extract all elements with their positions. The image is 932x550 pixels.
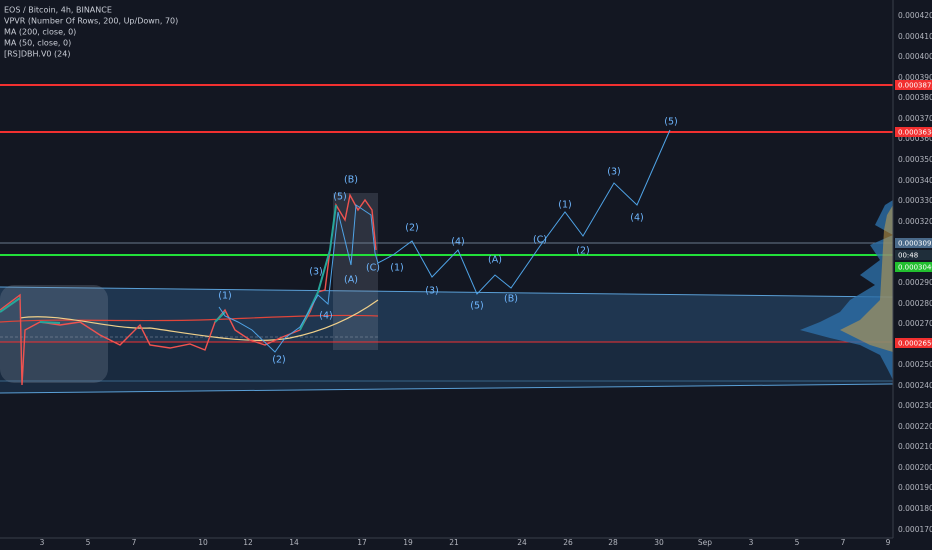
date-axis-label: 26 (563, 538, 573, 547)
ma-50 (19, 299, 379, 341)
indicator[interactable]: VPVR (Number Of Rows, 200, Up/Down, 70) (4, 17, 178, 26)
wave-label: (3) (309, 267, 322, 278)
wave-label: (2) (272, 355, 285, 366)
date-axis-label: 28 (608, 538, 618, 547)
date-axis-label: 3 (40, 538, 45, 547)
zone (333, 193, 378, 350)
price-tag (895, 262, 932, 272)
ma-200 (0, 314, 379, 323)
date-axis-label: 19 (403, 538, 413, 547)
date-axis-label: 17 (357, 538, 367, 547)
price-tag (895, 127, 932, 137)
wave-label: (4) (319, 311, 332, 322)
countdown: 00:48 (898, 252, 918, 260)
date-axis-label: Sep (698, 538, 712, 547)
wave-label: (4) (630, 213, 643, 224)
indicator[interactable]: MA (50, close, 0) (4, 39, 71, 48)
wave-label: (1) (558, 200, 571, 211)
price-tag (895, 338, 932, 348)
price-tag (895, 250, 932, 260)
date-axis-label: 30 (654, 538, 664, 547)
date-axis-label: 24 (517, 538, 527, 547)
wave-label: (C) (533, 235, 547, 246)
wave-label: (C) (366, 263, 380, 274)
indicator[interactable]: MA (200, close, 0) (4, 28, 76, 37)
wave-label: (A) (344, 275, 358, 286)
date-axis-label: 7 (841, 538, 846, 547)
date-axis-label: 12 (243, 538, 253, 547)
wave-label: (5) (470, 301, 483, 312)
price-tag-label: 0.0003092 (898, 240, 932, 248)
channel-top (0, 286, 894, 298)
wave-label: (1) (218, 291, 231, 302)
date-axis-label: 5 (86, 538, 91, 547)
price-axis (893, 0, 932, 550)
symbol-title: EOS / Bitcoin, 4h, BINANCE (4, 6, 112, 15)
wave-label: (2) (405, 223, 418, 234)
date-axis-label: 9 (886, 538, 891, 547)
date-axis-label: 7 (132, 538, 137, 547)
volume-profile (800, 200, 893, 380)
channel-upper (0, 287, 893, 342)
wave-label: (1) (390, 263, 403, 274)
indicator[interactable]: [RS]DBH.V0 (24) (4, 50, 70, 59)
date-axis-label: 3 (749, 538, 754, 547)
wave-label: (4) (451, 237, 464, 248)
price-tag-label: 0.0003872 (898, 82, 932, 90)
wave-projection (218, 129, 671, 353)
date-axis-label: 5 (795, 538, 800, 547)
wave-label: (3) (607, 167, 620, 178)
wave-label: (3) (425, 286, 438, 297)
date-axis-label: 14 (289, 538, 299, 547)
price-tag (895, 80, 932, 90)
wave-label: (2) (576, 246, 589, 257)
price-path (0, 204, 337, 331)
zone (0, 285, 108, 383)
date-axis-label: 10 (198, 538, 208, 547)
price-tag-label: 0.0003634 (898, 129, 932, 137)
price-tag-label: 0.0002650 (898, 340, 932, 348)
date-axis-label: 21 (449, 538, 459, 547)
price-tag (895, 238, 932, 248)
price-path (0, 192, 377, 386)
channel-bottom (0, 383, 894, 394)
wave-label: (B) (504, 294, 518, 305)
wave-label: (A) (488, 255, 502, 266)
wave-label: (B) (344, 175, 358, 186)
wave-label: (5) (664, 117, 677, 128)
wave-label: (5) (333, 192, 346, 203)
